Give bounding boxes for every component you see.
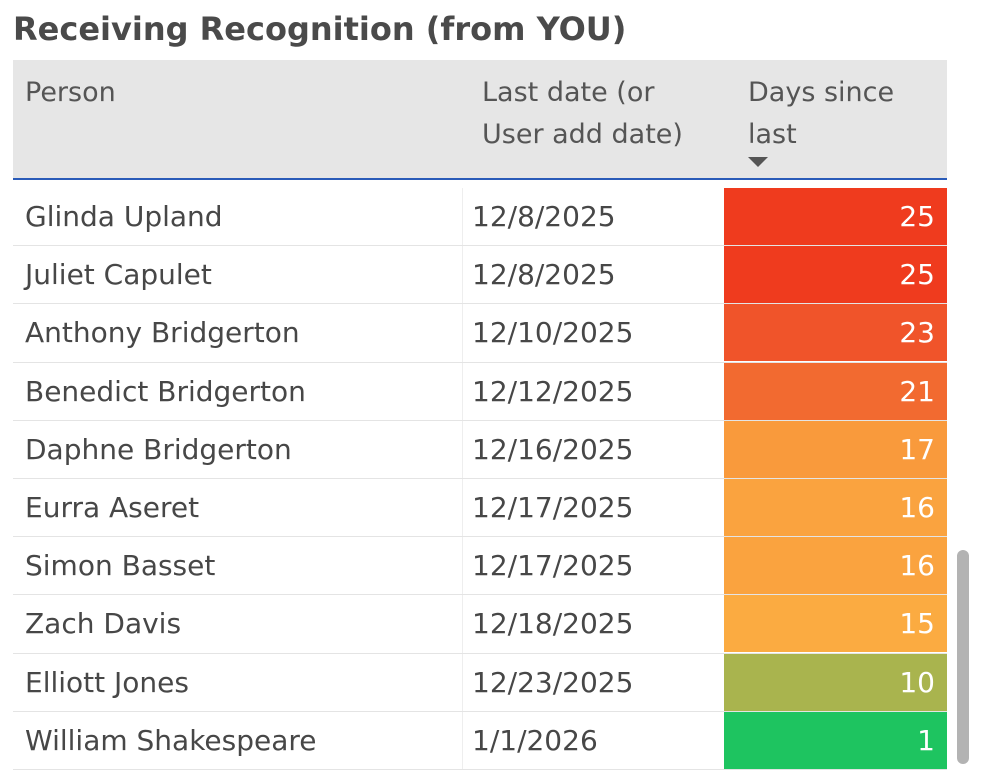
days-since-cell: 16 [724,537,947,595]
person-cell: Benedict Bridgerton [25,374,306,408]
days-since-cell: 16 [724,478,947,536]
column-divider [462,188,463,770]
days-since-cell: 23 [724,304,947,362]
table-row[interactable]: Eurra Aseret 12/17/2025 16 [13,478,947,538]
last-date-cell: 12/8/2025 [472,258,616,292]
table-row[interactable]: Juliet Capulet 12/8/2025 25 [13,246,947,305]
scrollbar-thumb[interactable] [957,550,969,764]
days-since-cell: 15 [724,595,947,653]
person-cell: Juliet Capulet [25,258,212,292]
table-row[interactable]: Simon Basset 12/17/2025 16 [13,537,947,596]
person-cell: Elliott Jones [25,665,189,699]
column-header-last-date[interactable]: Last date (or User add date) [482,77,683,150]
table-row[interactable]: William Shakespeare 1/1/2026 1 [13,711,947,771]
last-date-cell: 12/17/2025 [472,490,634,524]
table-row[interactable]: Daphne Bridgerton 12/16/2025 17 [13,420,947,480]
sort-descending-icon[interactable] [748,157,768,167]
column-header-days-since[interactable]: Days since last [748,77,895,150]
last-date-cell: 12/12/2025 [472,374,634,408]
table-row[interactable]: Anthony Bridgerton 12/10/2025 23 [13,304,947,363]
last-date-cell: 12/18/2025 [472,607,634,641]
table-row[interactable]: Glinda Upland 12/8/2025 25 [13,188,947,247]
visual-title: Receiving Recognition (from YOU) [13,10,627,48]
days-since-cell: 10 [724,653,947,711]
table-row[interactable]: Zach Davis 12/18/2025 15 [13,595,947,654]
table-header: Person Last date (or User add date) Days… [13,60,947,178]
table-row[interactable]: Benedict Bridgerton 12/12/2025 21 [13,362,947,421]
days-since-cell: 21 [724,362,947,420]
recognition-table: Person Last date (or User add date) Days… [13,60,947,771]
last-date-cell: 12/17/2025 [472,549,634,583]
days-since-cell: 25 [724,188,947,245]
person-cell: Daphne Bridgerton [25,432,292,466]
last-date-cell: 12/23/2025 [472,665,634,699]
person-cell: Anthony Bridgerton [25,316,300,350]
last-date-cell: 1/1/2026 [472,723,598,757]
person-cell: Zach Davis [25,607,182,641]
days-since-cell: 17 [724,420,947,478]
person-cell: Simon Basset [25,549,216,583]
person-cell: Glinda Upland [25,200,223,233]
last-date-cell: 12/8/2025 [472,200,616,233]
person-cell: William Shakespeare [25,723,317,757]
table-body: Glinda Upland 12/8/2025 25 Juliet Capulet 12… [13,188,947,771]
person-cell: Eurra Aseret [25,490,200,524]
last-date-cell: 12/16/2025 [472,432,634,466]
days-since-cell: 25 [724,246,947,304]
last-date-cell: 12/10/2025 [472,316,634,350]
table-row[interactable]: Elliott Jones 12/23/2025 10 [13,653,947,712]
column-header-person[interactable]: Person [25,77,116,108]
days-since-cell: 1 [724,711,947,769]
header-divider [13,178,947,180]
